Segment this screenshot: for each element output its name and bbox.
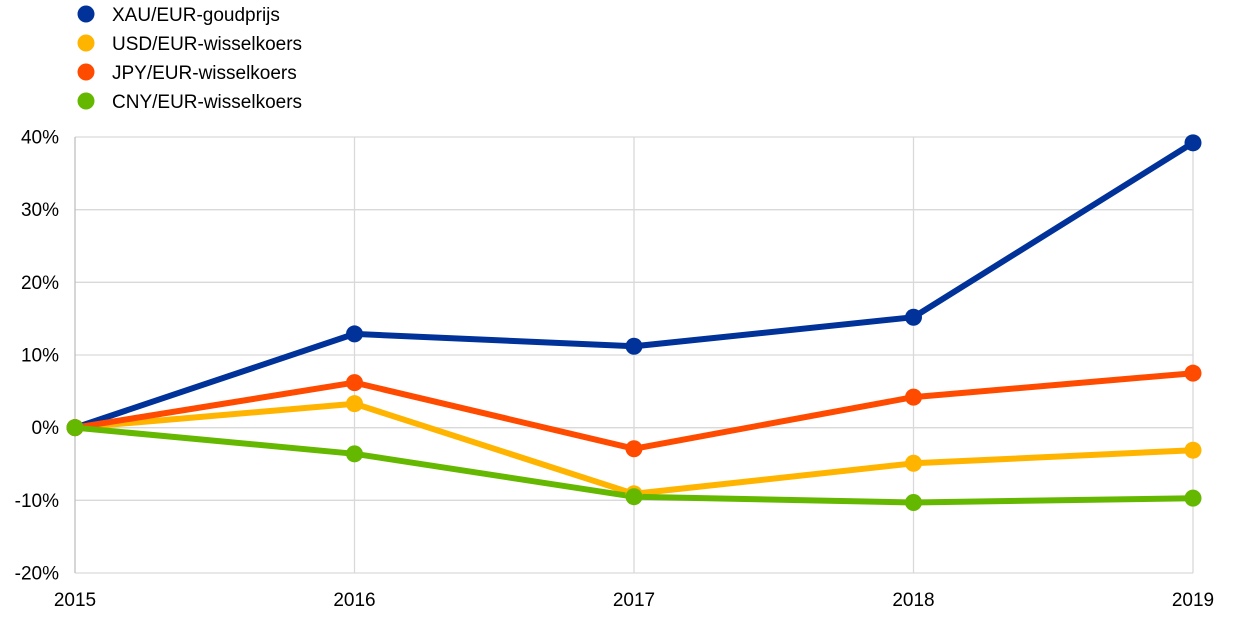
legend-marker bbox=[77, 92, 95, 110]
series-lines bbox=[66, 134, 1202, 512]
legend-label: XAU/EUR-goudprijs bbox=[112, 5, 280, 26]
legend-label: CNY/EUR-wisselkoers bbox=[112, 92, 302, 113]
data-point bbox=[346, 445, 363, 463]
tick-labels: 40% 30% 20% 10% 0% -10% -20% 2015 2016 2017 2018 20… bbox=[15, 128, 1215, 612]
data-point bbox=[625, 337, 643, 355]
data-point bbox=[1184, 364, 1202, 382]
x-tick-label: 2016 bbox=[333, 590, 375, 611]
legend-label: USD/EUR-wisselkoers bbox=[112, 34, 302, 55]
x-tick-label: 2019 bbox=[1172, 590, 1214, 611]
data-point bbox=[905, 388, 922, 406]
data-point bbox=[905, 494, 922, 512]
data-point bbox=[346, 325, 363, 343]
x-tick-label: 2017 bbox=[613, 590, 655, 611]
data-point bbox=[346, 395, 363, 413]
y-tick-label: -10% bbox=[15, 491, 59, 512]
y-tick-label: 40% bbox=[21, 128, 59, 149]
x-tick-label: 2018 bbox=[892, 590, 934, 611]
data-point bbox=[1184, 134, 1202, 152]
x-tick-label: 2015 bbox=[54, 590, 96, 611]
legend-marker bbox=[77, 63, 95, 81]
data-point bbox=[1184, 489, 1202, 507]
legend-marker bbox=[77, 34, 95, 52]
data-point bbox=[625, 440, 643, 458]
y-tick-label: 20% bbox=[21, 273, 59, 294]
data-point bbox=[1184, 441, 1202, 459]
data-point bbox=[905, 308, 922, 326]
legend-marker bbox=[77, 5, 95, 23]
y-tick-label: -20% bbox=[15, 564, 59, 585]
data-point bbox=[905, 454, 922, 472]
grid bbox=[75, 136, 1194, 574]
y-tick-label: 0% bbox=[32, 418, 60, 439]
y-tick-label: 30% bbox=[21, 200, 59, 221]
data-point bbox=[625, 488, 643, 506]
y-tick-label: 10% bbox=[21, 346, 59, 367]
data-point bbox=[66, 419, 84, 437]
data-point bbox=[346, 374, 363, 392]
legend: XAU/EUR-goudprijs USD/EUR-wisselkoers JPY/… bbox=[77, 5, 302, 113]
legend-label: JPY/EUR-wisselkoers bbox=[112, 63, 297, 84]
